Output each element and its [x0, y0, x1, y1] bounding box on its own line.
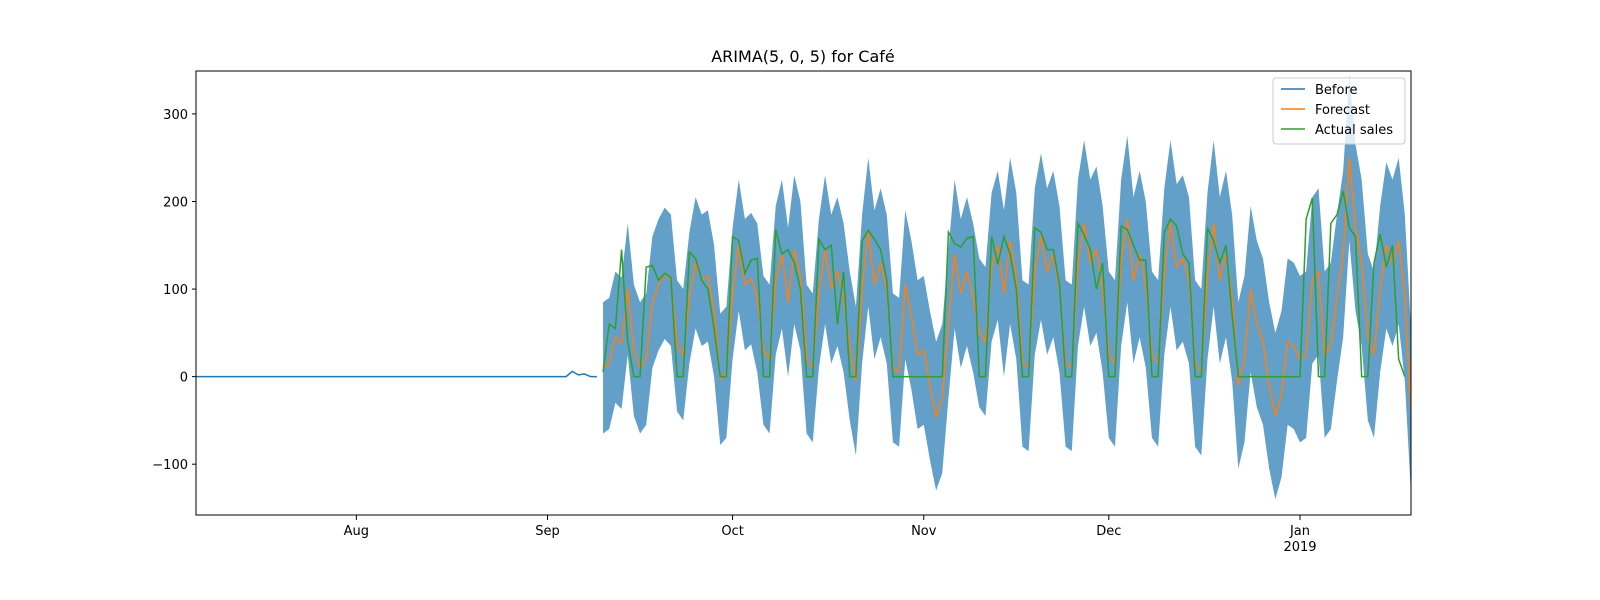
y-tick-label: 300: [163, 108, 188, 123]
series-line: [602, 157, 1411, 419]
y-tick-label: 0: [180, 371, 188, 386]
chart-title: ARIMA(5, 0, 5) for Café: [711, 47, 895, 66]
legend-label: Forecast: [1315, 103, 1370, 118]
x-year-label: 2019: [1283, 540, 1316, 555]
x-tick-label: Oct: [721, 524, 743, 539]
series-group: [196, 74, 1411, 500]
y-tick-label: 100: [163, 283, 188, 298]
legend-label: Actual sales: [1315, 123, 1393, 138]
series-line: [602, 190, 1406, 378]
axes-frame: [195, 70, 1412, 516]
y-tick-label: −100: [152, 458, 188, 473]
x-tick-label: Jan: [1289, 524, 1310, 539]
legend-box: [1272, 77, 1406, 145]
x-tick-label: Sep: [535, 524, 560, 539]
series-line: [196, 370, 597, 378]
legend-label: Before: [1315, 83, 1358, 98]
x-tick-label: Aug: [344, 524, 369, 539]
y-tick-label: 200: [163, 195, 188, 210]
x-tick-label: Dec: [1096, 524, 1121, 539]
x-tick-label: Nov: [911, 524, 937, 539]
confidence-band: [603, 74, 1411, 500]
